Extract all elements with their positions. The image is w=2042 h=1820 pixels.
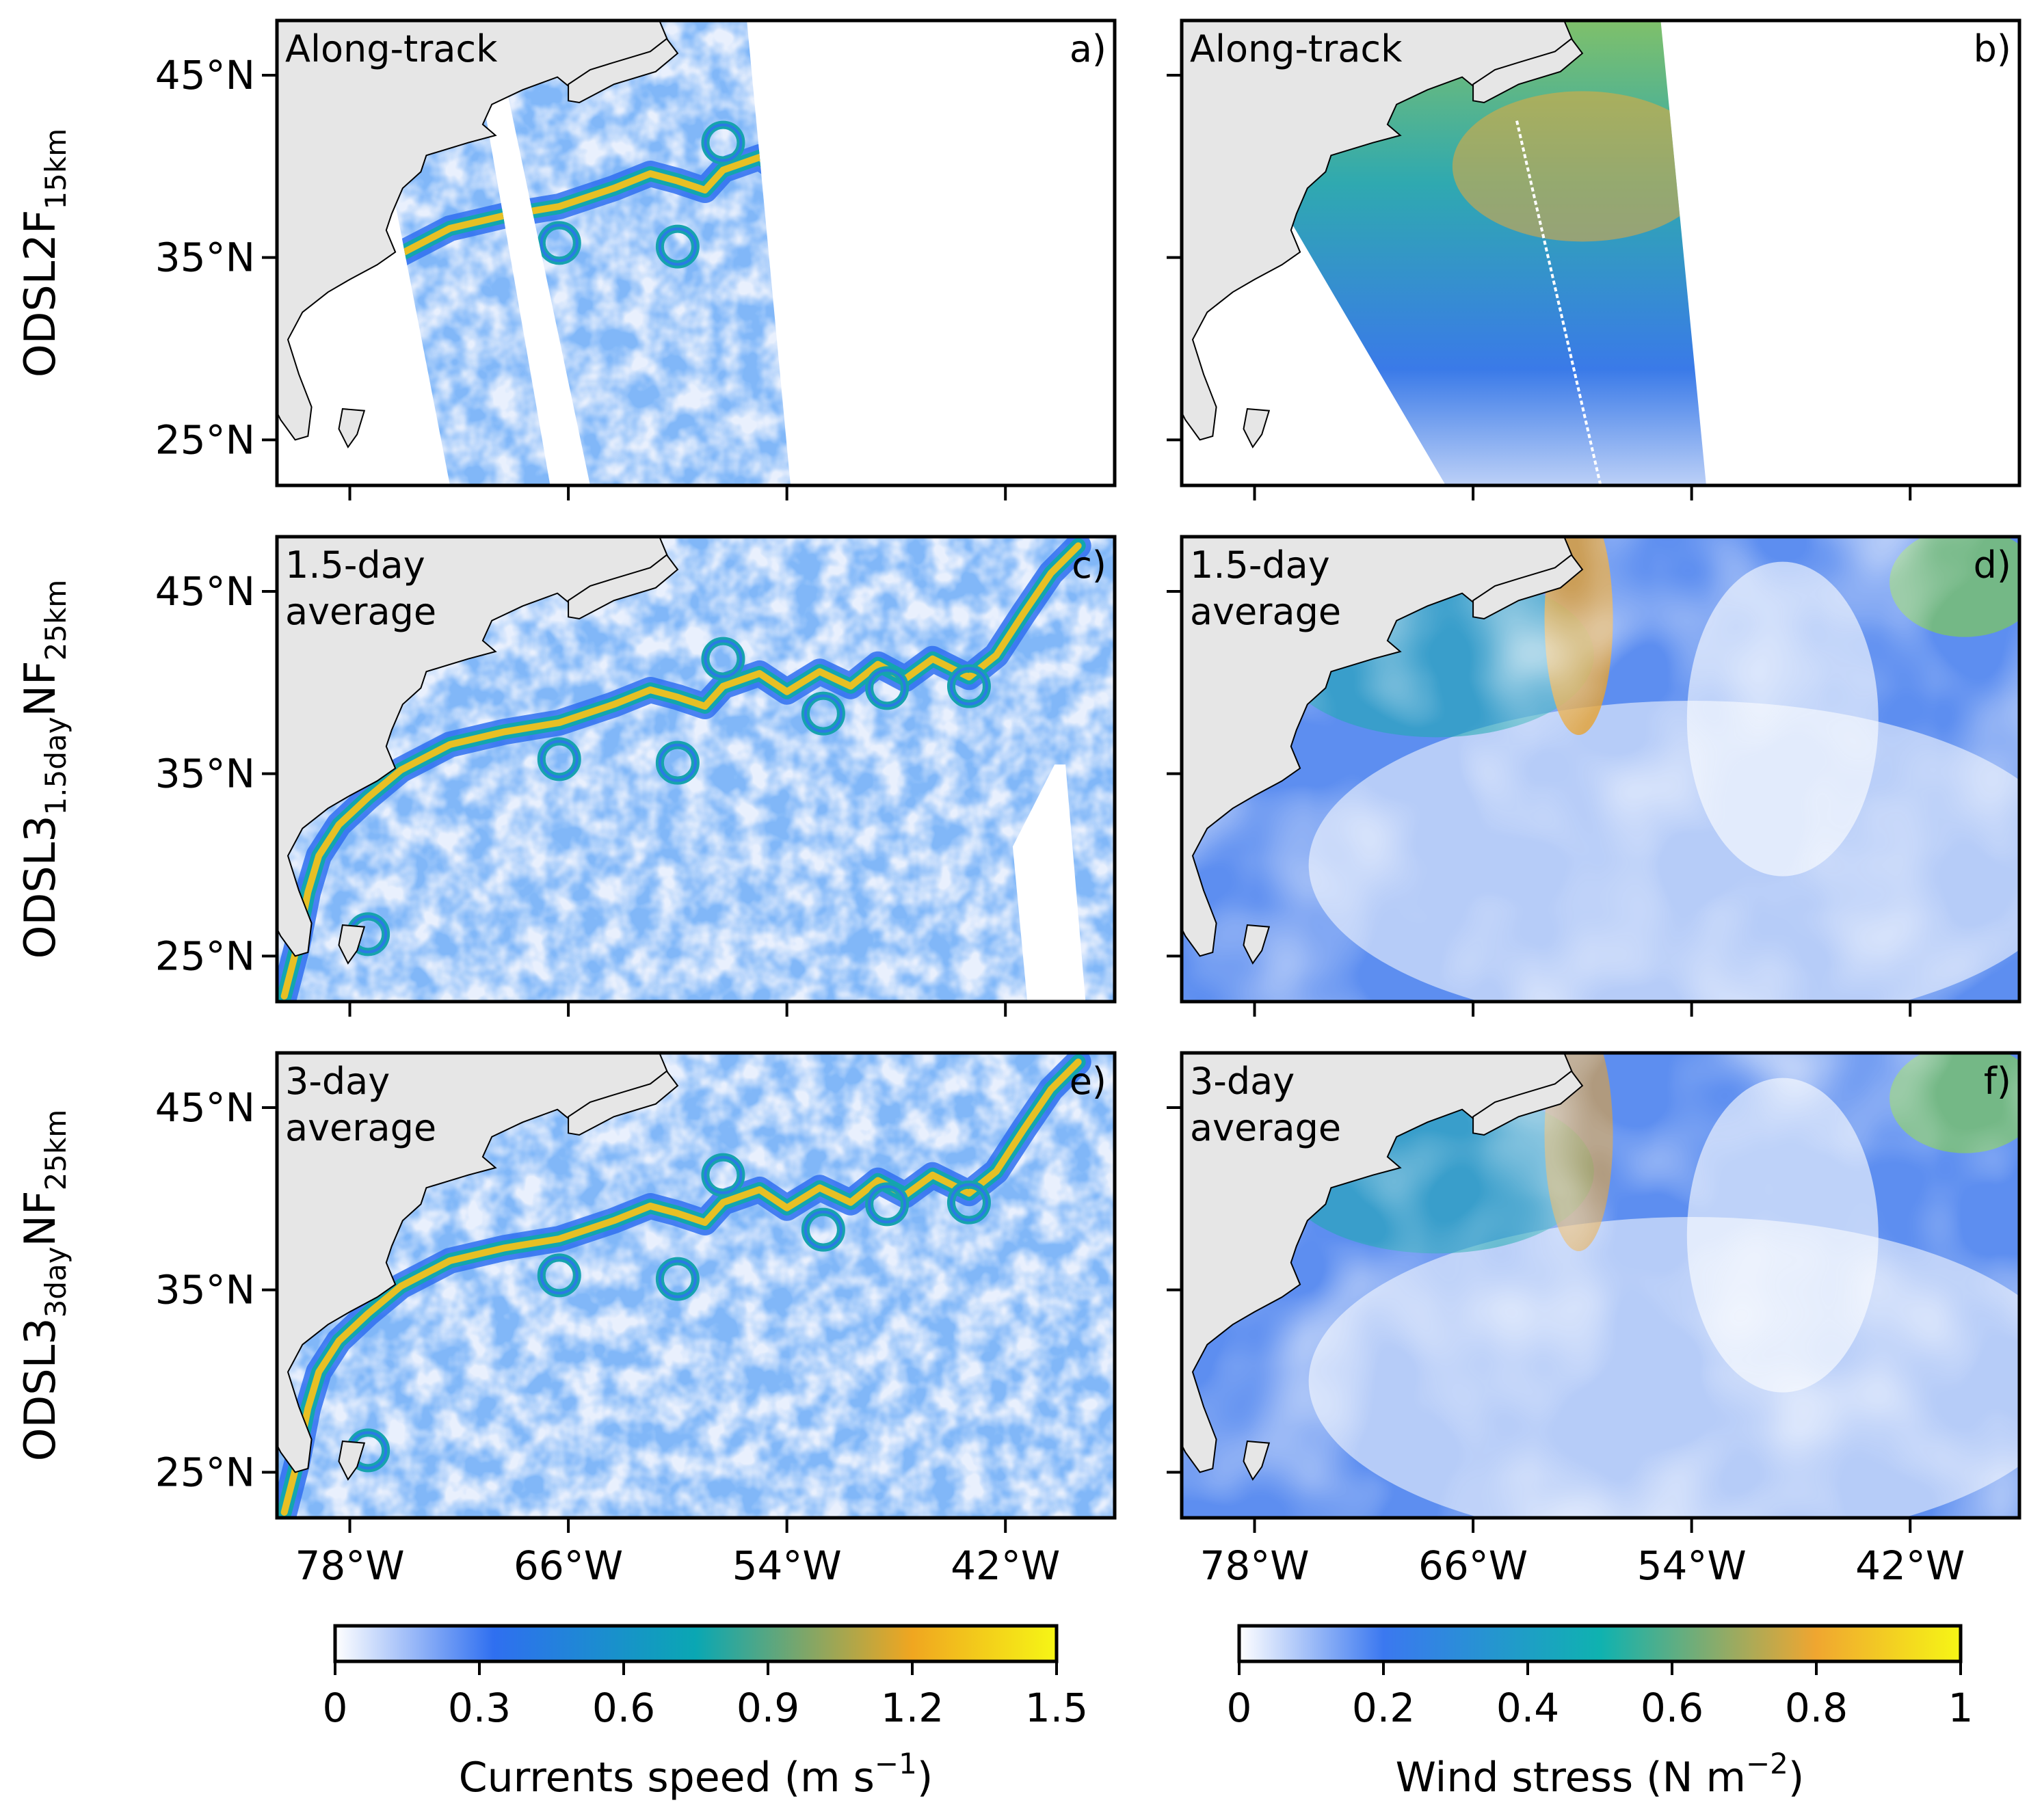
lon-tick-label: 42°W bbox=[951, 1542, 1060, 1589]
panel-note-line1: 1.5-day bbox=[1190, 544, 1330, 587]
nova-scotia bbox=[1472, 1070, 1584, 1136]
panel-letter: f) bbox=[1984, 1060, 2011, 1103]
land-mass bbox=[1182, 1053, 1574, 1473]
colorbar-tick-label: 0 bbox=[1227, 1685, 1252, 1731]
land-mass bbox=[277, 21, 669, 441]
colorbar-tick-label: 0.6 bbox=[1641, 1685, 1703, 1731]
bahamas bbox=[1243, 1440, 1271, 1481]
row-label: ODSL2F15km bbox=[15, 129, 72, 377]
panel-frame bbox=[275, 535, 1117, 1004]
nova-scotia bbox=[568, 1070, 679, 1136]
nova-scotia bbox=[568, 554, 679, 620]
panel-note-line2: average bbox=[285, 590, 436, 633]
bahamas bbox=[338, 407, 366, 449]
panel-letter: e) bbox=[1070, 1060, 1106, 1103]
lat-tick-label: 45°N bbox=[155, 568, 255, 615]
lon-tick-label: 54°W bbox=[732, 1542, 842, 1589]
bahamas bbox=[338, 1440, 366, 1481]
row-label: ODSL33dayNF25km bbox=[15, 1110, 72, 1462]
lon-tick-label: 78°W bbox=[295, 1542, 404, 1589]
colorbar-tick-label: 0.9 bbox=[737, 1685, 799, 1731]
colorbar-tick-label: 0.6 bbox=[592, 1685, 655, 1731]
panel-note-line1: 3-day bbox=[285, 1060, 390, 1103]
colorbar-label: Currents speed (m s−1) bbox=[459, 1747, 933, 1802]
panel-note-line1: 3-day bbox=[1190, 1060, 1295, 1103]
colorbar-tick-label: 1.2 bbox=[881, 1685, 944, 1731]
lat-tick-label: 45°N bbox=[155, 52, 255, 98]
colorbar-gradient bbox=[333, 1624, 1059, 1663]
lat-tick-label: 45°N bbox=[155, 1084, 255, 1131]
lon-tick-label: 42°W bbox=[1855, 1542, 1965, 1589]
map-panel-b: Along-track b) bbox=[1167, 18, 2021, 500]
lat-tick-label: 35°N bbox=[155, 751, 255, 797]
panel-letter: d) bbox=[1974, 544, 2011, 587]
panel-note-line1: Along-track bbox=[1190, 27, 1403, 70]
colorbar-tick-label: 1.5 bbox=[1025, 1685, 1088, 1731]
row-label: ODSL31.5dayNF25km bbox=[15, 580, 72, 959]
panel-letter: b) bbox=[1974, 27, 2011, 70]
panel-frame bbox=[275, 18, 1117, 487]
panel-frame bbox=[1180, 1051, 2021, 1520]
panel-letter: a) bbox=[1070, 27, 1106, 70]
nova-scotia bbox=[1472, 38, 1584, 104]
lat-tick-label: 35°N bbox=[155, 1267, 255, 1313]
colorbar-tick-label: 1 bbox=[1948, 1685, 1974, 1731]
panel-note-line2: average bbox=[1190, 1106, 1341, 1149]
panel-note-line1: 1.5-day bbox=[285, 544, 425, 587]
colorbar-label: Wind stress (N m−2) bbox=[1396, 1747, 1805, 1802]
land-mass bbox=[1182, 537, 1574, 957]
panel-note-line2: average bbox=[1190, 590, 1341, 633]
bahamas bbox=[338, 924, 366, 965]
lat-tick-label: 25°N bbox=[155, 1449, 255, 1495]
colorbar-tick-label: 0.4 bbox=[1496, 1685, 1559, 1731]
lat-tick-label: 35°N bbox=[155, 235, 255, 281]
nova-scotia bbox=[568, 38, 679, 104]
colorbar-tick-label: 0.2 bbox=[1352, 1685, 1415, 1731]
map-panel-a: Along-track a) 45°N 35°N 25°N bbox=[155, 18, 1117, 500]
land-mass bbox=[1182, 21, 1574, 441]
lon-tick-label: 66°W bbox=[514, 1542, 623, 1589]
nova-scotia bbox=[1472, 554, 1584, 620]
panel-note-line1: Along-track bbox=[285, 27, 498, 70]
colorbar-currents: 0 0.3 0.6 0.9 1.2 1.5 Currents speed (m s−1) bbox=[323, 1624, 1088, 1802]
panel-frame bbox=[1180, 535, 2021, 1004]
lat-tick-label: 25°N bbox=[155, 416, 255, 463]
panel-letter: c) bbox=[1072, 544, 1106, 587]
colorbar-tick-label: 0 bbox=[323, 1685, 348, 1731]
panel-frame bbox=[1180, 18, 2021, 487]
colorbar-tick-label: 0.8 bbox=[1785, 1685, 1848, 1731]
lon-tick-label: 54°W bbox=[1637, 1542, 1747, 1589]
land-mass bbox=[277, 1053, 669, 1473]
colorbar-gradient bbox=[1237, 1624, 1963, 1663]
colorbar-wind: 0 0.2 0.4 0.6 0.8 1 Wind stress (N m−2) bbox=[1227, 1624, 1974, 1802]
panel-note-line2: average bbox=[285, 1106, 436, 1149]
lon-tick-label: 78°W bbox=[1199, 1542, 1309, 1589]
land-mass bbox=[277, 537, 669, 957]
bahamas bbox=[1243, 924, 1271, 965]
bahamas bbox=[1243, 407, 1271, 449]
panel-frame bbox=[275, 1051, 1117, 1520]
colorbar-tick-label: 0.3 bbox=[448, 1685, 511, 1731]
lon-tick-label: 66°W bbox=[1418, 1542, 1528, 1589]
lat-tick-label: 25°N bbox=[155, 933, 255, 979]
